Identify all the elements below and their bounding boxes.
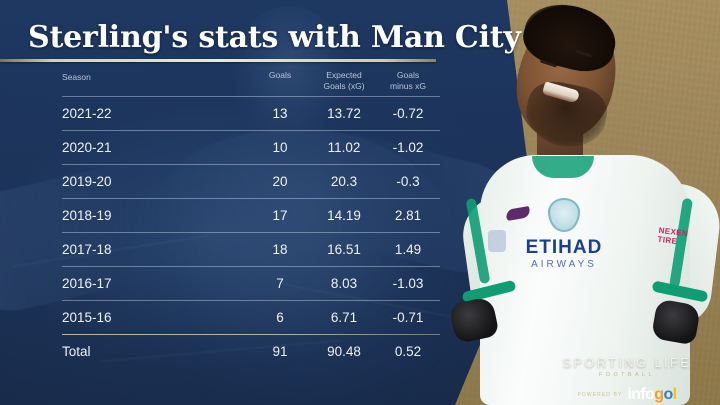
cell-season: 2021-22 [62, 105, 112, 121]
table-row: 2020-21 10 11.02 -1.02 [62, 130, 440, 164]
ghost-head [230, 6, 348, 146]
man-city-crest-icon [548, 198, 580, 232]
cell-goals: 10 [272, 139, 288, 155]
table-row: 2016-17 7 8.03 -1.03 [62, 266, 440, 300]
cell-diff: 2.81 [394, 207, 422, 223]
column-header-diff: Goals minus xG [376, 70, 440, 91]
cell-goals: 13 [272, 105, 288, 121]
cell-season: 2019-20 [62, 173, 112, 189]
cell-xg: 11.02 [327, 139, 361, 155]
stats-table: Season Goals Expected Goals (xG) Goals m… [62, 70, 440, 368]
row-divider [62, 96, 440, 97]
powered-by-row: POWERED BY info g o l [552, 387, 702, 403]
cell-xg: 13.72 [327, 105, 361, 121]
table-row: 2019-20 20 20.3 -0.3 [62, 164, 440, 198]
column-header-xg-line2: Goals (xG) [323, 80, 365, 91]
cell-diff: -0.72 [392, 105, 424, 121]
powered-by-label: POWERED BY [577, 392, 623, 398]
column-header-xg-line1: Expected [326, 70, 362, 80]
table-row: 2015-16 6 6.71 -0.71 [62, 300, 440, 334]
cell-season: 2020-21 [62, 139, 112, 155]
cell-total-goals: 91 [272, 343, 288, 359]
row-divider [62, 266, 440, 267]
kit-sponsor-sub: AIRWAYS [531, 259, 597, 270]
cell-season: 2016-17 [62, 275, 112, 291]
row-divider [62, 300, 440, 301]
cell-season: 2018-19 [62, 207, 112, 223]
cell-diff: -0.3 [396, 173, 420, 189]
kit-sponsor-main: ETIHAD [525, 237, 603, 258]
cell-diff: -0.71 [392, 309, 424, 325]
ghost-torso [130, 130, 460, 405]
cell-diff: -1.02 [392, 139, 424, 155]
table-row: 2017-18 18 16.51 1.49 [62, 232, 440, 266]
row-divider [62, 232, 440, 233]
player-photo: ETIHAD AIRWAYS NEXEN TIRE [440, 0, 720, 405]
background-ghost-photo [0, 6, 531, 405]
page-title: Sterling's stats with Man City [28, 20, 521, 55]
infogol-logo-o: o [663, 386, 673, 403]
cell-season: 2015-16 [62, 309, 112, 325]
table-row: 2021-22 13 13.72 -0.72 [62, 96, 440, 130]
cell-total-label: Total [62, 343, 91, 359]
cell-diff: 1.49 [394, 241, 422, 257]
cell-goals: 7 [276, 275, 284, 291]
cell-xg: 14.19 [327, 207, 361, 223]
table-row: 2018-19 17 14.19 2.81 [62, 198, 440, 232]
table-total-row: Total 91 90.48 0.52 [62, 334, 440, 368]
title-divider [0, 59, 436, 62]
column-header-season: Season [62, 72, 91, 82]
player-collar [532, 156, 594, 178]
infogol-logo-icon: info g o l [627, 386, 677, 403]
column-header-xg: Expected Goals (xG) [312, 70, 376, 91]
kit-sponsor-text: ETIHAD AIRWAYS [500, 238, 628, 270]
cell-goals: 17 [272, 207, 288, 223]
cell-xg: 6.71 [330, 309, 358, 325]
premier-league-badge-icon [488, 230, 506, 252]
row-divider [62, 164, 440, 165]
row-divider [62, 130, 440, 131]
cell-xg: 16.51 [327, 241, 361, 257]
cell-xg: 8.03 [330, 275, 358, 291]
cell-diff: -1.03 [392, 275, 424, 291]
cell-xg: 20.3 [330, 173, 358, 189]
column-header-diff-line2: minus xG [390, 80, 426, 91]
branding-block: SPORTING LIFE FOOTBALL POWERED BY info g o… [552, 356, 702, 403]
cell-goals: 20 [272, 173, 288, 189]
infogol-logo-g: g [654, 386, 664, 403]
row-divider [62, 198, 440, 199]
table-header-row: Season Goals Expected Goals (xG) Goals m… [62, 70, 440, 96]
cell-total-diff: 0.52 [394, 343, 422, 359]
infogol-logo-l: l [672, 386, 677, 403]
sporting-life-subtitle: FOOTBALL [599, 372, 655, 378]
sporting-life-wordmark: SPORTING LIFE [562, 356, 692, 370]
column-header-diff-line1: Goals [396, 70, 420, 80]
player-shirt [480, 155, 690, 405]
row-divider [62, 334, 440, 335]
cell-goals: 18 [272, 241, 288, 257]
column-header-goals: Goals [268, 70, 292, 80]
cell-goals: 6 [276, 309, 284, 325]
cell-season: 2017-18 [62, 241, 112, 257]
infogol-logo-info: info [627, 386, 655, 403]
cell-total-xg: 90.48 [327, 343, 361, 359]
